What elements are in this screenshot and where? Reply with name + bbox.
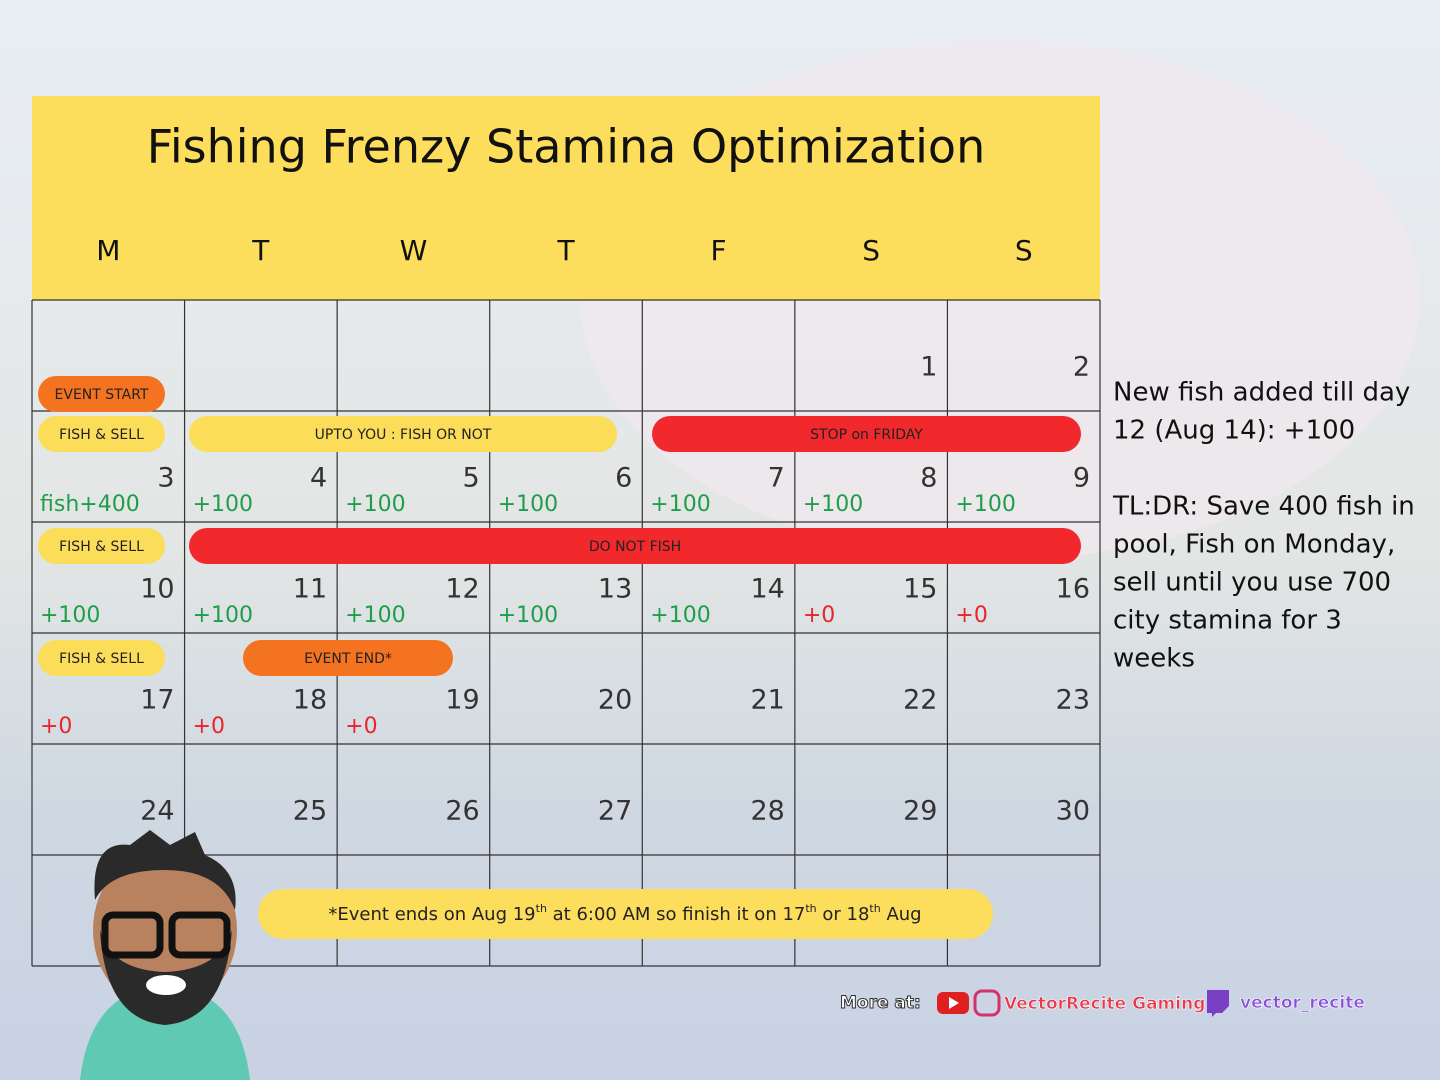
stamina-note: +0 [345, 714, 377, 739]
stamina-note: +0 [955, 603, 987, 628]
header-band [32, 96, 1100, 300]
twitch-icon [1207, 990, 1229, 1017]
day-number: 22 [903, 685, 937, 716]
stamina-note: +100 [803, 492, 863, 517]
event-bar [38, 528, 165, 564]
weekday: M [96, 234, 120, 267]
day-number: 27 [598, 796, 632, 827]
event-bar [38, 376, 165, 412]
day-number: 23 [1056, 685, 1090, 716]
side-note-line: sell until you use 700 [1113, 568, 1391, 598]
day-number: 17 [140, 685, 174, 716]
event-bar [652, 416, 1081, 452]
day-number: 10 [140, 574, 174, 605]
instagram-icon [973, 989, 1001, 1017]
avatar [80, 830, 250, 1080]
side-note-line: TL:DR: Save 400 fish in [1112, 492, 1415, 522]
event-bar [38, 640, 165, 676]
side-note-line: city stamina for 3 [1113, 606, 1342, 636]
day-number: 8 [920, 463, 937, 494]
side-note-line: New fish added till day [1113, 378, 1410, 408]
footnote-text: or 18 [817, 904, 870, 925]
footnote-superscript: th [536, 902, 547, 915]
event-label: STOP on FRIDAY [810, 427, 923, 443]
footnote-superscript: th [869, 902, 880, 915]
day-number: 26 [445, 796, 479, 827]
stamina-note: +0 [803, 603, 835, 628]
event-label: UPTO YOU : FISH OR NOT [315, 427, 492, 443]
event-bar [189, 416, 617, 452]
stamina-note: +100 [40, 603, 100, 628]
event-label: FISH & SELL [59, 539, 144, 555]
day-number: 30 [1056, 796, 1090, 827]
day-number: 6 [615, 463, 632, 494]
event-label: EVENT END* [304, 651, 392, 667]
day-number: 28 [750, 796, 784, 827]
event-label: FISH & SELL [59, 651, 144, 667]
day-number: 11 [293, 574, 327, 605]
stamina-note: +100 [345, 603, 405, 628]
day-number: 2 [1073, 352, 1090, 383]
weekday: T [556, 234, 575, 267]
footnote-bar [258, 889, 993, 939]
day-number: 5 [463, 463, 480, 494]
stamina-note: +100 [498, 603, 558, 628]
title: Fishing Frenzy Stamina Optimization [147, 120, 985, 174]
day-number: 4 [310, 463, 327, 494]
weekday: S [1015, 234, 1033, 267]
weekday: W [400, 234, 428, 267]
footer-channel: VectorRecite Gaming [1004, 994, 1205, 1014]
weekday: F [711, 234, 727, 267]
event-label: EVENT START [55, 387, 149, 403]
weekday: S [862, 234, 880, 267]
side-note-line: weeks [1113, 644, 1195, 674]
day-number: 14 [750, 574, 784, 605]
stamina-note: +100 [650, 603, 710, 628]
day-number: 21 [750, 685, 784, 716]
stamina-note: +100 [193, 603, 253, 628]
stamina-note: +100 [650, 492, 710, 517]
day-number: 13 [598, 574, 632, 605]
stamina-note: +100 [498, 492, 558, 517]
day-number: 15 [903, 574, 937, 605]
event-label: FISH & SELL [59, 427, 144, 443]
stamina-note: +0 [193, 714, 225, 739]
event-bar [38, 416, 165, 452]
side-note-line: pool, Fish on Monday, [1113, 530, 1395, 560]
day-number: 9 [1073, 463, 1090, 494]
day-number: 25 [293, 796, 327, 827]
stamina-note: fish+400 [40, 492, 140, 517]
day-number: 3 [157, 463, 174, 494]
day-number: 24 [140, 796, 174, 827]
day-number: 12 [445, 574, 479, 605]
footer: More at: VectorRecite Gaming vector_reci… [840, 989, 1365, 1017]
footnote-superscript: th [805, 902, 816, 915]
day-number: 19 [445, 685, 479, 716]
footnote-text: Aug [881, 904, 922, 925]
day-number: 20 [598, 685, 632, 716]
event-bar [243, 640, 453, 676]
footer-twitch: vector_recite [1240, 993, 1365, 1013]
stamina-note: +100 [193, 492, 253, 517]
event-bar [189, 528, 1081, 564]
weekday: T [251, 234, 270, 267]
day-number: 29 [903, 796, 937, 827]
footnote-text: at 6:00 AM so finish it on 17 [547, 904, 805, 925]
stamina-note: +0 [40, 714, 72, 739]
day-number: 1 [920, 352, 937, 383]
day-number: 16 [1056, 574, 1090, 605]
day-number: 7 [768, 463, 785, 494]
footer-more: More at: [840, 993, 921, 1013]
stamina-note: +100 [345, 492, 405, 517]
stamina-note: +100 [955, 492, 1015, 517]
side-note-line: 12 (Aug 14): +100 [1113, 416, 1355, 446]
footnote-text: *Event ends on Aug 19 [328, 904, 535, 925]
event-label: DO NOT FISH [589, 539, 681, 555]
footnote: *Event ends on Aug 19th at 6:00 AM so fi… [328, 902, 921, 926]
day-number: 18 [293, 685, 327, 716]
